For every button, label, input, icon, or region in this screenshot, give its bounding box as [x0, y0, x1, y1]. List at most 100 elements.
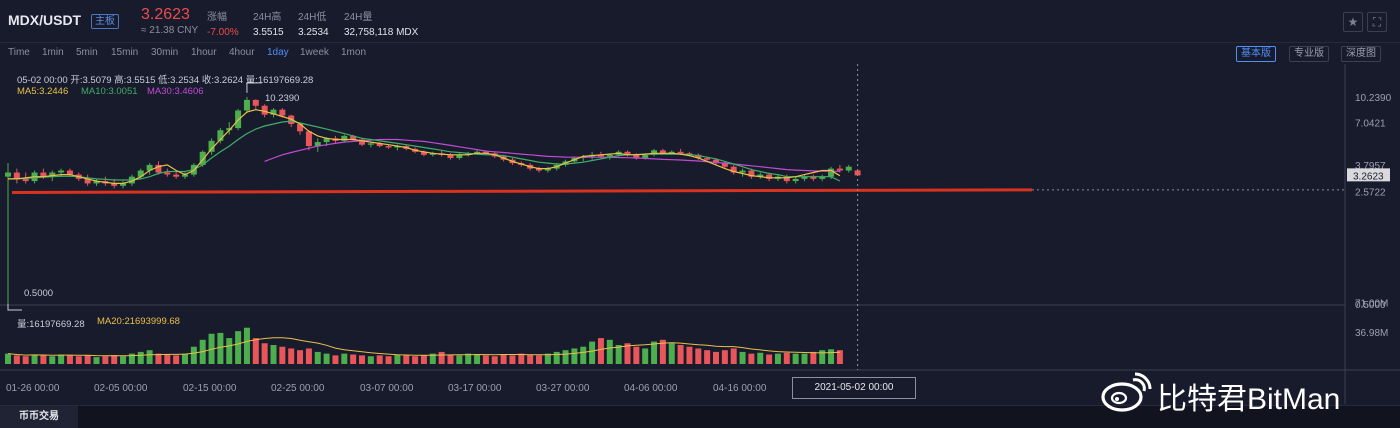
- volume-bar: [173, 355, 180, 364]
- stat-label: 24H量: [344, 12, 373, 23]
- candle-body: [376, 143, 383, 147]
- volume-bar: [111, 355, 118, 364]
- basic-view-button[interactable]: 基本版: [1236, 46, 1276, 62]
- volume-bar: [651, 341, 658, 364]
- volume-bar: [190, 346, 197, 364]
- candle-body: [801, 176, 808, 179]
- volume-bar: [562, 350, 569, 364]
- volume-bar: [730, 348, 737, 364]
- stat-high: 24H高 3.5515: [253, 8, 284, 38]
- candle-body: [668, 151, 675, 154]
- candle-body: [757, 174, 764, 177]
- board-badge: 主板: [91, 14, 119, 29]
- candle-body: [394, 146, 401, 148]
- tf-1week[interactable]: 1week: [300, 47, 329, 58]
- volume-bar: [137, 351, 144, 364]
- volume-bar: [774, 353, 781, 364]
- volume-bar: [438, 351, 445, 364]
- volume-bar: [447, 354, 454, 364]
- candle-body: [111, 183, 118, 186]
- price-axis-tick: 10.2390: [1355, 93, 1392, 104]
- ma5-line: [8, 109, 841, 184]
- candle-body: [597, 154, 604, 157]
- weibo-icon: [1101, 372, 1152, 412]
- candle-body: [173, 174, 180, 177]
- volume-bar: [792, 353, 799, 364]
- price-axis-tick: 7.0421: [1355, 119, 1386, 130]
- kline-chart[interactable]: 10.2390 7.0421 3.7957 2.5722 0.5000 71.00M 36.…: [0, 64, 1400, 404]
- candle-body: [465, 153, 472, 155]
- candle-body: [305, 131, 312, 147]
- tf-4hour[interactable]: 4hour: [229, 47, 255, 58]
- candle-body: [828, 168, 835, 177]
- volume-bar: [615, 345, 622, 364]
- tf-5min[interactable]: 5min: [76, 47, 98, 58]
- volume-bar: [677, 345, 684, 364]
- candle-body: [704, 158, 711, 160]
- stat-low: 24H低 3.2534: [298, 8, 329, 38]
- volume-bar: [226, 338, 233, 364]
- volume-bar: [58, 354, 65, 364]
- market-header: MDX/USDT 主板 3.2623 ≈ 21.38 CNY 涨幅 -7.00%…: [0, 0, 1400, 42]
- timeframe-toolbar: Time 1min 5min 15min 30min 1hour 4hour 1…: [0, 42, 1400, 65]
- volume-bar: [801, 353, 808, 364]
- volume-bar: [394, 354, 401, 364]
- x-tick: 02-15 00:00: [183, 383, 237, 394]
- last-price: 3.2623: [141, 6, 190, 23]
- volume-bar: [589, 341, 596, 364]
- candle-body: [155, 164, 162, 173]
- candle-body: [474, 151, 481, 154]
- candle-body: [146, 164, 153, 171]
- depth-view-button[interactable]: 深度图: [1341, 46, 1381, 62]
- tab-spot-trading[interactable]: 币币交易: [0, 406, 78, 428]
- tf-15min[interactable]: 15min: [111, 47, 139, 58]
- candle-body: [252, 99, 259, 106]
- candle-body: [22, 178, 29, 182]
- pro-view-button[interactable]: 专业版: [1289, 46, 1329, 62]
- tf-1mon[interactable]: 1mon: [341, 47, 367, 58]
- tf-1hour[interactable]: 1hour: [191, 47, 217, 58]
- volume-bar: [420, 355, 427, 364]
- volume-bar: [164, 354, 171, 364]
- star-icon[interactable]: ★: [1343, 12, 1363, 32]
- volume-bar: [93, 357, 100, 364]
- candle-body: [651, 150, 658, 155]
- volume-bar: [580, 346, 587, 364]
- trading-pair[interactable]: MDX/USDT: [8, 12, 82, 28]
- x-tick: 01-26 00:00: [6, 383, 60, 394]
- stat-volume: 24H量 32,758,118 MDX: [344, 8, 418, 38]
- fullscreen-icon[interactable]: ⛶: [1367, 12, 1387, 32]
- volume-bar: [66, 355, 73, 364]
- candle-body: [783, 176, 790, 182]
- volume-bar: [261, 343, 268, 364]
- volume-bar: [695, 348, 702, 364]
- candle-body: [482, 151, 489, 154]
- kline-svg[interactable]: 10.23907.04213.79572.57220.500071.00M36.…: [0, 64, 1400, 404]
- volume-bar: [341, 353, 348, 364]
- tf-time[interactable]: Time: [8, 47, 30, 58]
- tf-30min[interactable]: 30min: [151, 47, 179, 58]
- volume-bar: [757, 352, 764, 364]
- candle-body: [66, 170, 73, 175]
- volume-bar: [624, 343, 631, 364]
- candle-body: [792, 178, 799, 182]
- candle-body: [217, 130, 224, 141]
- volume-bar: [323, 353, 330, 364]
- candle-body: [40, 172, 47, 177]
- volume-bar: [385, 356, 392, 364]
- volume-bar: [279, 346, 286, 364]
- volume-bar: [766, 354, 773, 364]
- tf-1day[interactable]: 1day: [267, 47, 289, 58]
- volume-bar: [783, 352, 790, 364]
- x-tick: 03-07 00:00: [360, 383, 414, 394]
- candle-body: [420, 151, 427, 155]
- candle-body: [208, 140, 215, 152]
- current-price-tag-bg: [1347, 168, 1390, 182]
- tf-1min[interactable]: 1min: [42, 47, 64, 58]
- x-tick: 03-17 00:00: [448, 383, 502, 394]
- candle-body: [243, 99, 250, 111]
- volume-bar: [713, 351, 719, 364]
- volume-bar: [217, 332, 224, 364]
- stat-value: 3.5515: [253, 27, 284, 38]
- ma20-volume-label: MA20:21693999.68: [97, 316, 180, 327]
